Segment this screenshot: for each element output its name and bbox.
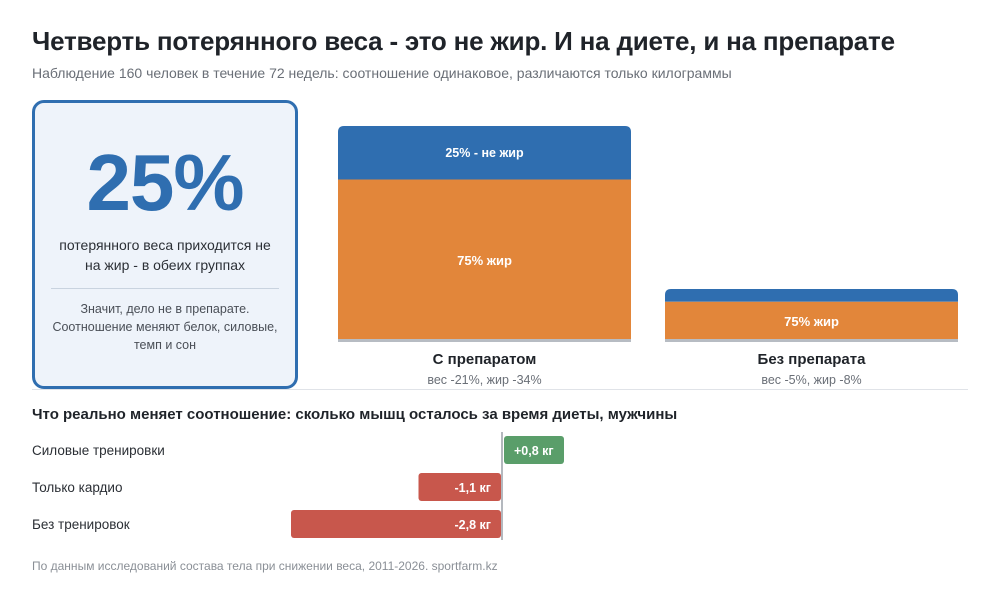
bar-negative bbox=[291, 510, 501, 538]
section-divider bbox=[32, 389, 968, 390]
category-note: вес -5%, жир -8% bbox=[761, 373, 861, 387]
highlight-description: потерянного веса приходится не на жир - … bbox=[59, 237, 271, 273]
category-label: Без препарата bbox=[758, 351, 867, 368]
bar-segment-non-fat bbox=[338, 126, 631, 180]
segment-label-non-fat: 25% - не жир bbox=[445, 146, 524, 160]
stacked-bar-chart: 25% - не жир 75% жир С препаратом вес -21%,… bbox=[338, 126, 958, 387]
bar-segment-non-fat bbox=[665, 289, 958, 302]
segment-label-fat: 75% жир bbox=[784, 314, 839, 329]
bar-value-label: +0,8 кг bbox=[514, 444, 554, 458]
category-note: вес -21%, жир -34% bbox=[427, 373, 541, 387]
row-label: Только кардио bbox=[32, 480, 122, 495]
highlight-note: Значит, дело не в препарате. Соотношение… bbox=[52, 302, 278, 352]
bar-positive bbox=[504, 436, 564, 464]
card-divider bbox=[51, 288, 279, 289]
page-title: Четверть потерянного веса - это не жир. … bbox=[32, 26, 895, 56]
source-note: По данным исследований состава тела при … bbox=[32, 559, 498, 573]
page-subtitle: Наблюдение 160 человек в течение 72 неде… bbox=[32, 65, 732, 81]
bar-baseline bbox=[338, 339, 631, 342]
row-label: Без тренировок bbox=[32, 517, 130, 532]
bar-segment-fat bbox=[338, 179, 631, 340]
bar-baseline bbox=[665, 339, 958, 342]
bar-negative bbox=[418, 473, 501, 501]
category-label: С препаратом bbox=[433, 351, 537, 368]
bar-value-label: -1,1 кг bbox=[455, 481, 491, 495]
highlight-card: 25% потерянного веса приходится не на жи… bbox=[32, 100, 298, 389]
highlight-value: 25% bbox=[86, 138, 244, 227]
row-label: Силовые тренировки bbox=[32, 443, 165, 458]
muscle-chart-title: Что реально меняет соотношение: сколько … bbox=[32, 406, 678, 423]
bar-segment-fat bbox=[665, 301, 958, 340]
muscle-bar-chart: Силовые тренировки +0,8 кг Только кардио -1… bbox=[32, 432, 564, 540]
segment-label-fat: 75% жир bbox=[457, 253, 512, 268]
bar-value-label: -2,8 кг bbox=[455, 518, 491, 532]
